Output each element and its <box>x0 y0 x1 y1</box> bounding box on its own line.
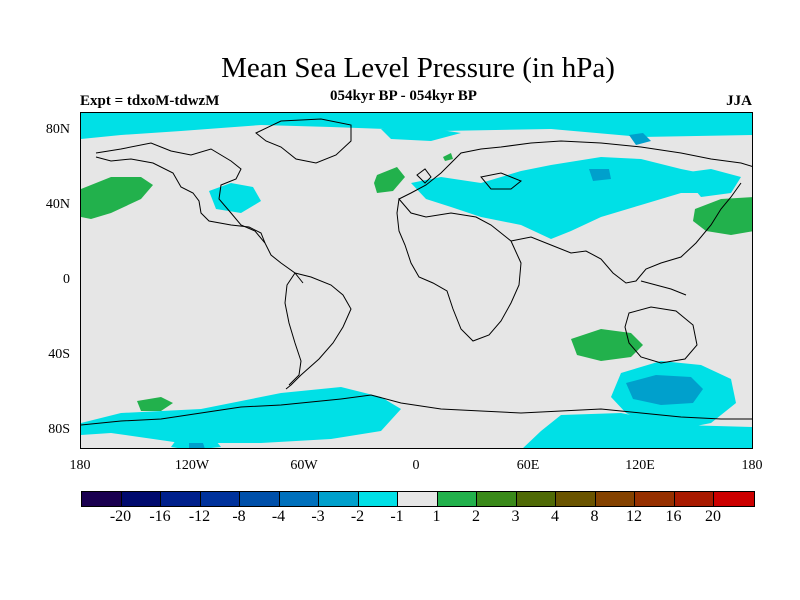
colorbar-label: 8 <box>590 508 599 525</box>
season-label: JJA <box>726 93 752 109</box>
colorbar-label: 1 <box>432 508 441 525</box>
colorbar-label: -16 <box>149 508 171 525</box>
lat-label-80s: 80S <box>48 422 70 437</box>
lon-label-60e: 60E <box>516 458 540 473</box>
colorbar-swatch <box>82 492 122 506</box>
colorbar-label: -4 <box>271 508 286 525</box>
colorbar-label: 12 <box>626 508 642 525</box>
lon-label-120w: 120W <box>174 458 210 473</box>
colorbar-label: -20 <box>109 508 132 525</box>
colorbar-swatch <box>358 492 398 506</box>
lon-label-60w: 60W <box>290 458 318 473</box>
colorbar-swatch <box>398 492 438 506</box>
colorbar-swatch <box>714 492 754 506</box>
colorbar-label: 3 <box>511 508 520 525</box>
lon-label-120e: 120E <box>625 458 655 473</box>
period-subtitle: 054kyr BP - 054kyr BP <box>330 88 477 104</box>
map-title: Mean Sea Level Pressure (in hPa) <box>221 52 615 84</box>
colorbar-label: -12 <box>188 508 211 525</box>
colorbar-swatch <box>161 492 201 506</box>
colorbar-swatch <box>635 492 675 506</box>
pressure-map <box>80 112 753 449</box>
colorbar-swatch <box>200 492 240 506</box>
colorbar-swatch <box>516 492 556 506</box>
colorbar-swatch <box>477 492 517 506</box>
stronger-negative-regions <box>189 133 703 448</box>
map-canvas <box>81 113 752 448</box>
lon-label-0: 0 <box>412 458 420 473</box>
colorbar <box>81 491 755 507</box>
coastlines <box>81 118 752 426</box>
experiment-label: Expt = tdxoM-tdwzM <box>80 93 220 109</box>
lon-label-180w: 180 <box>69 458 91 473</box>
lon-label-180e: 180 <box>741 458 763 473</box>
colorbar-swatch <box>240 492 280 506</box>
positive-anomaly-regions <box>81 153 752 411</box>
colorbar-swatch <box>437 492 477 506</box>
colorbar-label: -8 <box>232 508 246 525</box>
colorbar-label: 4 <box>551 508 559 525</box>
colorbar-label: 2 <box>472 508 480 525</box>
colorbar-label: 20 <box>705 508 721 525</box>
lat-label-40n: 40N <box>45 197 70 212</box>
colorbar-swatch <box>556 492 596 506</box>
lat-label-40s: 40S <box>48 347 70 362</box>
colorbar-swatch <box>674 492 714 506</box>
colorbar-label: -3 <box>311 508 325 525</box>
colorbar-label: 16 <box>665 508 682 525</box>
colorbar-swatch <box>279 492 319 506</box>
lat-label-0: 0 <box>63 272 70 287</box>
colorbar-swatch <box>595 492 635 506</box>
colorbar-label: -2 <box>350 508 365 525</box>
colorbar-swatch <box>319 492 359 506</box>
colorbar-swatch <box>121 492 161 506</box>
lat-label-80n: 80N <box>45 122 70 137</box>
colorbar-label: -1 <box>390 508 404 525</box>
